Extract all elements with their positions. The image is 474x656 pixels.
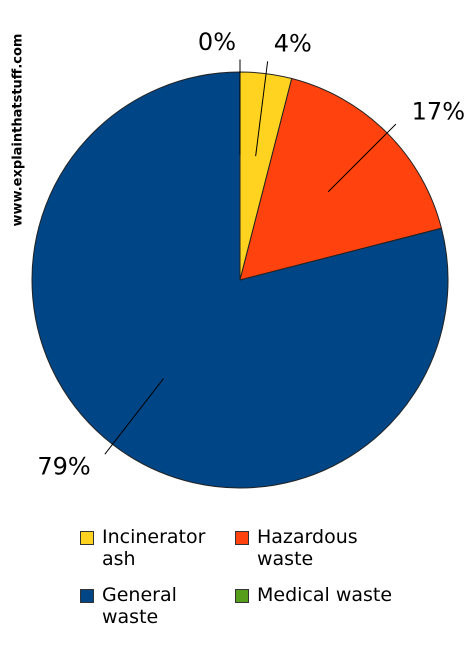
legend-label: Medical waste [257, 584, 393, 606]
legend-item: Hazardous waste [235, 526, 407, 570]
legend-swatch [235, 589, 249, 603]
legend-swatch [235, 531, 249, 545]
legend-label: Hazardous waste [257, 526, 358, 570]
leader-line [104, 378, 164, 455]
legend-item: Medical waste [235, 584, 417, 606]
watermark: www.explainthatstuff.com [11, 34, 26, 227]
data-label: 4% [274, 30, 312, 58]
data-label: 0% [198, 28, 236, 56]
leader-line [255, 61, 269, 157]
legend-label: Incinerator ash [102, 526, 206, 570]
legend-item: Incinerator ash [80, 526, 222, 570]
legend-swatch [80, 589, 94, 603]
legend-item: General waste [80, 584, 222, 628]
data-label: 79% [37, 452, 90, 480]
data-label: 17% [412, 97, 465, 125]
legend-swatch [80, 531, 94, 545]
legend-label: General waste [102, 584, 177, 628]
leader-line [327, 123, 397, 193]
